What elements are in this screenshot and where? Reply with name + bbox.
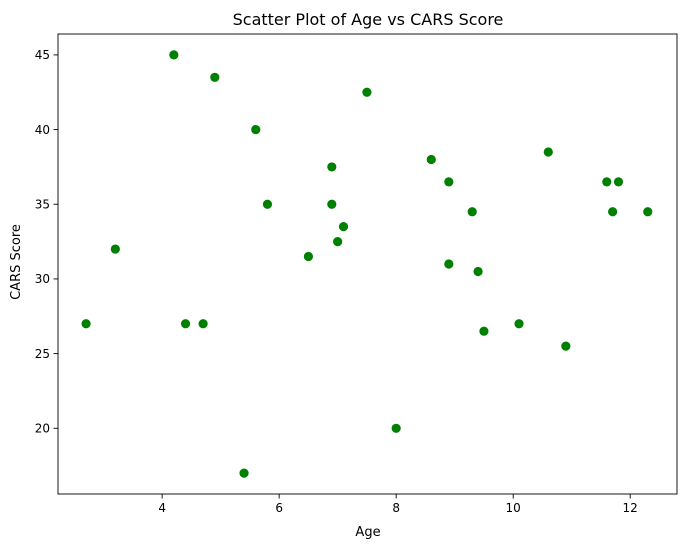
y-tick-label: 35	[35, 198, 50, 212]
y-tick-label: 20	[35, 422, 50, 436]
data-point	[251, 124, 261, 135]
data-point	[210, 72, 220, 82]
data-point	[391, 423, 401, 433]
data-point	[333, 237, 343, 247]
x-tick-label: 6	[275, 501, 283, 515]
data-point	[473, 266, 483, 277]
y-axis-label: CARS Score	[9, 224, 24, 300]
data-point	[110, 244, 120, 254]
data-point	[543, 147, 553, 157]
y-tick-label: 30	[35, 272, 50, 286]
data-point	[444, 259, 454, 269]
data-point	[479, 326, 489, 336]
y-tick-label: 25	[35, 347, 50, 361]
x-axis-label: Age	[355, 525, 380, 540]
data-point	[180, 319, 191, 329]
x-tick-label: 12	[623, 501, 638, 515]
data-point	[81, 319, 91, 329]
x-tick-label: 10	[506, 501, 521, 515]
data-point	[303, 251, 314, 262]
data-point	[602, 177, 612, 187]
data-point	[239, 468, 249, 478]
x-tick-label: 4	[158, 501, 166, 515]
axes-frame	[57, 33, 678, 495]
plot-area: 4 6 8 10 12 20 25 30 35 40 45	[35, 33, 678, 515]
x-tick-label: 8	[392, 501, 400, 515]
data-point	[262, 199, 273, 209]
data-point	[198, 319, 208, 329]
data-point	[327, 199, 337, 209]
data-point	[338, 222, 349, 232]
data-point	[444, 177, 454, 187]
y-tick-label: 40	[35, 123, 50, 137]
data-point	[613, 177, 624, 187]
data-point	[327, 162, 337, 172]
y-tick-label: 45	[35, 48, 50, 62]
data-point	[514, 319, 524, 329]
data-point	[362, 87, 372, 97]
data-point	[426, 154, 436, 165]
data-point	[561, 341, 571, 351]
chart-title: Scatter Plot of Age vs CARS Score	[233, 10, 504, 29]
data-point	[608, 207, 618, 217]
data-point	[643, 207, 653, 217]
data-point	[169, 50, 179, 60]
data-point	[467, 207, 477, 217]
